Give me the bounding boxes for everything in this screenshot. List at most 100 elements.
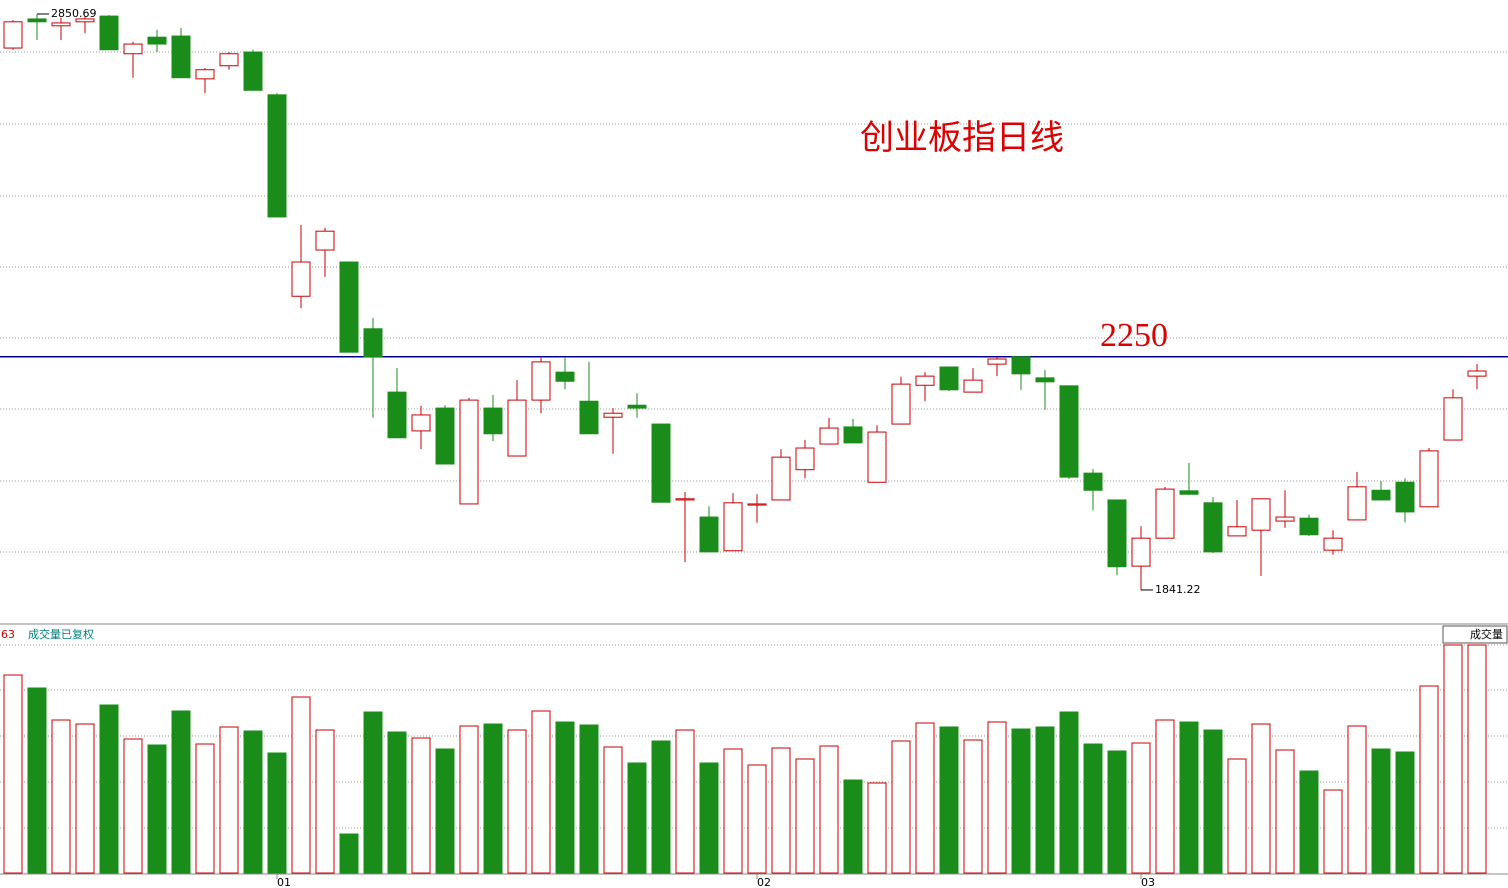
candle-body xyxy=(1203,502,1223,553)
volume-bar xyxy=(1059,711,1079,874)
candle-body xyxy=(795,447,815,471)
candle-body xyxy=(387,391,407,439)
candle-body xyxy=(1107,499,1127,568)
volume-bar xyxy=(507,729,527,874)
volume-bar xyxy=(1371,748,1391,874)
candle-body xyxy=(1083,472,1103,491)
volume-bar xyxy=(411,737,431,874)
volume-bar xyxy=(1203,729,1223,874)
candle-body xyxy=(579,400,599,435)
volume-bar xyxy=(195,743,215,874)
volume-bar xyxy=(723,748,743,874)
x-tick-label: 01 xyxy=(277,876,291,888)
candle-body xyxy=(891,383,911,425)
marker-label: 1841.22 xyxy=(1155,583,1201,596)
candle-body xyxy=(603,412,623,418)
candle-body xyxy=(627,404,647,409)
volume-bar xyxy=(1467,644,1487,874)
volume-bar xyxy=(1419,685,1439,874)
candle-body xyxy=(75,18,95,23)
volume-bar xyxy=(1011,728,1031,874)
candle-body xyxy=(723,502,743,552)
candle-body xyxy=(243,51,263,91)
legend-box xyxy=(1442,625,1508,644)
candle-body xyxy=(771,456,791,501)
candle-body xyxy=(51,22,71,27)
volume-bar xyxy=(459,725,479,874)
candle-body xyxy=(27,18,47,23)
volume-bar xyxy=(315,729,335,874)
volume-bar xyxy=(651,740,671,874)
volume-bar xyxy=(579,724,599,874)
candle-body xyxy=(963,379,983,393)
candle-body xyxy=(699,516,719,553)
candle-body xyxy=(1299,517,1319,536)
candle-body xyxy=(411,414,431,432)
candle-body xyxy=(1251,498,1271,531)
volume-bar xyxy=(3,674,23,874)
candle-body xyxy=(1347,486,1367,521)
volume-bar xyxy=(1083,743,1103,874)
candle-body xyxy=(339,261,359,353)
candle-body xyxy=(1395,481,1415,513)
volume-bar xyxy=(387,731,407,874)
volume-bar xyxy=(675,729,695,874)
candle-body xyxy=(363,328,383,358)
volume-bar xyxy=(27,687,47,874)
volume-bar xyxy=(123,738,143,874)
volume-bar xyxy=(219,726,239,874)
volume-bar xyxy=(435,748,455,874)
volume-bar xyxy=(147,744,167,874)
candle-body xyxy=(843,426,863,444)
candle-body xyxy=(219,53,239,67)
candle-body xyxy=(747,503,767,506)
volume-bar xyxy=(867,782,887,874)
candle-body xyxy=(1467,370,1487,377)
volume-bar xyxy=(747,764,767,874)
volume-bar xyxy=(771,747,791,874)
candle-body xyxy=(315,230,335,251)
candle-body xyxy=(531,361,551,401)
volume-bar xyxy=(363,711,383,874)
candle-body xyxy=(459,399,479,505)
price-grid xyxy=(0,51,1508,553)
volume-bar xyxy=(1035,726,1055,874)
volume-bar xyxy=(699,762,719,874)
volume-bar xyxy=(1155,719,1175,874)
candle-body xyxy=(867,431,887,483)
candle-body xyxy=(1131,537,1151,567)
candle-body xyxy=(483,407,503,435)
candle-body xyxy=(555,371,575,382)
candle-body xyxy=(123,43,143,55)
volume-bar xyxy=(987,721,1007,874)
candle-body xyxy=(651,423,671,503)
volume-bar xyxy=(1179,721,1199,874)
volume-bar xyxy=(51,719,71,874)
volume-bar xyxy=(1299,770,1319,874)
volume-bar xyxy=(555,721,575,874)
candle-body xyxy=(1227,526,1247,537)
volume-bar xyxy=(819,745,839,874)
volume-bar xyxy=(1347,725,1367,874)
volume-bar xyxy=(243,730,263,874)
candle-body xyxy=(291,261,311,297)
candle-body xyxy=(1443,397,1463,441)
candle-body xyxy=(1059,385,1079,478)
volume-bar xyxy=(1395,751,1415,874)
volume-bar xyxy=(1443,644,1463,874)
candle-body xyxy=(675,498,695,501)
volume-bar xyxy=(291,696,311,874)
volume-bar xyxy=(1131,742,1151,874)
candle-body xyxy=(1035,377,1055,383)
volume-bar xyxy=(483,723,503,874)
candle-body xyxy=(1275,516,1295,522)
volume-bar xyxy=(939,726,959,874)
volume-bar xyxy=(75,723,95,874)
candle-body xyxy=(1371,489,1391,501)
volume-bar xyxy=(531,710,551,874)
candle-body xyxy=(939,366,959,391)
volume-prefix: 63 xyxy=(1,628,15,641)
candle-body xyxy=(195,69,215,80)
volume-bar xyxy=(891,740,911,874)
